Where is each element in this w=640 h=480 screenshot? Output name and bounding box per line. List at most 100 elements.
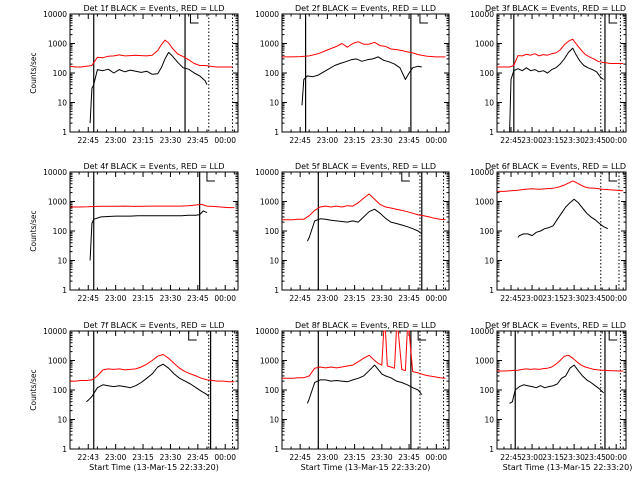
x-tick-label: 23:15 [344, 294, 366, 303]
x-tick-label: 22:45 [500, 294, 522, 303]
x-tick-label: 22:45 [289, 453, 311, 462]
x-tick-label: 23:15 [344, 136, 366, 145]
x-tick-label: 23:00 [521, 294, 543, 303]
x-tick-label: 00:00 [425, 136, 447, 145]
lld-rate-line [70, 354, 235, 383]
y-tick-label: 10 [484, 257, 494, 266]
x-axis-label: Start Time (13-Mar-15 22:33:20) [503, 463, 633, 472]
detector-panel: Det 8f BLACK = Events, RED = LLD 1 10 100 10… [255, 321, 450, 472]
x-tick-label: 23:45 [398, 453, 420, 462]
x-tick-label: 00:00 [605, 453, 627, 462]
y-tick-label: 1 [62, 128, 67, 137]
y-tick-label: 1 [274, 286, 279, 295]
x-tick-label: 23:00 [317, 136, 339, 145]
y-tick-label: 1000 [475, 40, 494, 49]
y-tick-label: 10 [57, 257, 67, 266]
lld-rate-line [282, 193, 446, 221]
lld-rate-line [497, 38, 624, 68]
x-tick-label: 00:00 [214, 453, 236, 462]
y-tick-label: 1 [274, 128, 279, 137]
lld-rate-line [496, 354, 624, 372]
x-tick-label: 00:00 [605, 136, 627, 145]
x-axis-label: Start Time (13-Mar-15 22:33:20) [89, 463, 219, 472]
corner-marker [608, 331, 618, 341]
x-tick-label: 23:30 [371, 453, 393, 462]
y-tick-label: 1 [62, 286, 67, 295]
events-rate-line [509, 364, 604, 404]
events-rate-line [306, 364, 423, 404]
x-tick-label: 23:30 [160, 453, 182, 462]
y-tick-label: 100 [53, 227, 68, 236]
y-tick-label: 10 [269, 257, 279, 266]
x-tick-label: 22:43 [77, 453, 99, 462]
y-tick-label: 10000 [43, 10, 67, 19]
events-rate-line [301, 56, 422, 106]
detector-panel: Det 3f BLACK = Events, RED = LLD 1 10 100 10… [470, 4, 627, 145]
corner-marker [190, 14, 199, 24]
detector-panel: Det 2f BLACK = Events, RED = LLD 1 10 100 10… [255, 4, 450, 145]
y-tick-label: 100 [480, 386, 495, 395]
events-rate-line [517, 198, 609, 238]
detector-panel: Det 6f BLACK = Events, RED = LLD 1 10 100 10… [470, 162, 627, 303]
y-axis-label: Counts/sec [29, 369, 38, 410]
y-tick-label: 1 [489, 128, 494, 137]
x-tick-label: 23:00 [105, 294, 127, 303]
x-tick-label: 23:30 [371, 294, 393, 303]
x-tick-label: 23:45 [187, 136, 209, 145]
x-tick-label: 23:45 [584, 136, 606, 145]
y-tick-label: 10000 [255, 327, 279, 336]
detector-panel: Det 5f BLACK = Events, RED = LLD 1 10 100 10… [255, 162, 450, 303]
x-tick-label: 23:30 [563, 136, 585, 145]
corner-marker [608, 14, 618, 24]
panel-title: Det 8f BLACK = Events, RED = LLD [295, 321, 436, 330]
x-tick-label: 23:00 [105, 453, 127, 462]
panel-title: Det 5f BLACK = Events, RED = LLD [295, 162, 436, 171]
y-tick-label: 1 [62, 445, 67, 454]
panel-title: Det 6f BLACK = Events, RED = LLD [485, 162, 626, 171]
x-tick-label: 23:15 [542, 453, 564, 462]
lld-rate-line [70, 203, 235, 209]
x-tick-label: 22:45 [500, 453, 522, 462]
x-tick-label: 23:15 [542, 136, 564, 145]
y-tick-label: 100 [53, 386, 68, 395]
y-tick-label: 10 [484, 99, 494, 108]
y-tick-label: 1000 [475, 198, 494, 207]
x-tick-label: 22:45 [77, 136, 99, 145]
y-tick-label: 10000 [470, 10, 494, 19]
x-tick-label: 23:30 [563, 453, 585, 462]
x-tick-label: 23:15 [132, 136, 154, 145]
x-tick-label: 23:45 [584, 453, 606, 462]
panel-title: Det 9f BLACK = Events, RED = LLD [485, 321, 626, 330]
events-rate-line [509, 47, 604, 133]
y-tick-label: 1000 [260, 40, 279, 49]
x-tick-label: 23:30 [563, 294, 585, 303]
y-tick-label: 10000 [43, 327, 67, 336]
x-tick-label: 00:00 [605, 294, 627, 303]
y-tick-label: 100 [265, 386, 280, 395]
panel-title: Det 4f BLACK = Events, RED = LLD [83, 162, 224, 171]
x-tick-label: 23:30 [371, 136, 393, 145]
events-rate-line [86, 363, 210, 403]
y-tick-label: 1000 [260, 357, 279, 366]
x-tick-label: 23:00 [105, 136, 127, 145]
y-tick-label: 10000 [255, 168, 279, 177]
panel-title: Det 2f BLACK = Events, RED = LLD [295, 4, 436, 13]
x-tick-label: 23:45 [398, 294, 420, 303]
x-tick-label: 23:00 [317, 294, 339, 303]
x-tick-label: 22:45 [289, 294, 311, 303]
corner-marker [419, 14, 428, 24]
x-tick-label: 22:45 [500, 136, 522, 145]
x-tick-label: 22:45 [289, 136, 311, 145]
corner-marker [188, 331, 197, 341]
y-tick-label: 10000 [470, 327, 494, 336]
y-tick-label: 100 [480, 69, 495, 78]
x-tick-label: 23:15 [344, 453, 366, 462]
y-tick-label: 100 [265, 69, 280, 78]
y-tick-label: 100 [53, 69, 68, 78]
y-tick-label: 100 [265, 227, 280, 236]
panel-title: Det 7f BLACK = Events, RED = LLD [83, 321, 224, 330]
y-tick-label: 10 [57, 416, 67, 425]
events-rate-line [89, 210, 208, 261]
